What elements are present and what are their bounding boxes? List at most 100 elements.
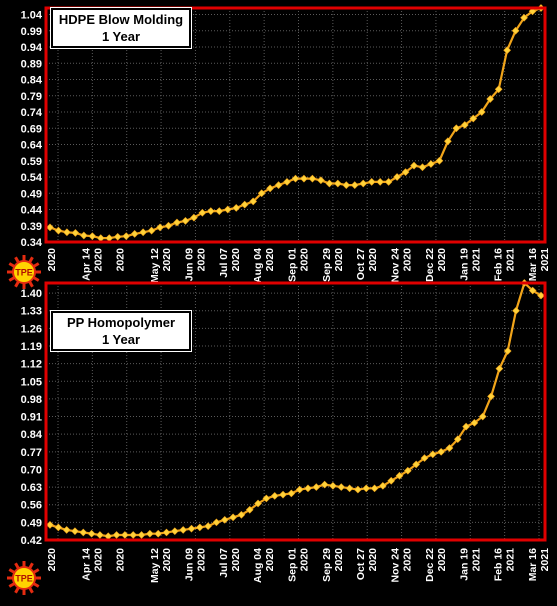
x-tick-label: Oct 27 [355,548,367,580]
y-tick-label: 0.44 [21,205,43,217]
logo-text: TPE [15,268,33,278]
x-tick-label-year: 2021 [539,248,551,272]
data-point [80,231,88,240]
x-tick-label: 2020 [115,548,127,572]
data-point [387,476,396,485]
y-tick-label: 1.33 [21,306,42,318]
data-point [428,450,437,459]
data-point [46,223,54,232]
data-point [503,46,511,55]
data-point [129,531,138,539]
data-point [96,234,105,242]
x-tick-label-year: 2020 [264,248,276,272]
data-point [254,499,262,508]
data-point [435,156,444,165]
data-point [220,516,229,524]
data-point [401,168,410,176]
data-point [204,522,212,530]
data-point [121,531,129,539]
x-tick-label: Sep 01 [287,248,299,282]
data-point [395,471,404,480]
y-tick-label: 0.84 [21,429,43,441]
data-point [308,174,317,183]
x-tick-label-year: 2020 [92,548,104,572]
data-point [477,108,486,116]
data-point [54,523,63,532]
y-tick-label: 0.42 [21,535,42,547]
plot-frame [44,281,547,542]
x-tick-label-year: 2020 [264,548,276,572]
data-point [179,526,187,534]
data-point [245,505,254,514]
data-point [462,422,470,431]
y-tick-label: 0.91 [21,412,42,424]
y-tick-label: 0.56 [21,500,42,512]
y-tick-label: 1.12 [21,359,42,371]
x-tick-label: Sep 29 [321,548,333,582]
data-point [350,181,359,189]
y-tick-label: 0.49 [21,188,42,200]
data-point [291,174,300,183]
x-tick-label-year: 2020 [195,248,207,272]
data-point [71,229,80,237]
x-tick-label: Nov 24 [390,548,402,583]
y-tick-label: 0.63 [21,482,42,494]
data-point [528,286,537,295]
data-point [215,207,224,215]
data-point [147,226,156,235]
x-tick-label: Apr 14 [80,548,92,581]
sun-disc [12,566,36,590]
chart-panel-0: 0.34 0.39 0.44 0.49 0.54 0.59 0.64 0.69 0.74 0.79… [7,4,551,289]
sun-logo-icon: TPE [7,561,41,595]
data-point [270,492,279,500]
data-point [354,485,362,494]
data-point [404,466,412,475]
data-point [71,527,79,536]
x-tick-label-year: 2020 [436,248,448,272]
x-tick-label: Jun 09 [183,548,195,581]
y-tick-label: 0.79 [21,91,42,103]
x-tick-label-year: 2020 [333,248,345,272]
data-point [410,161,418,170]
data-point [495,364,504,373]
x-tick-label: Jun 09 [183,248,195,281]
sun-logo-icon: TPE [7,255,41,289]
data-point [469,114,478,123]
data-point [503,347,512,355]
data-point [444,137,452,146]
plot-frame [44,6,547,244]
y-tick-label: 0.98 [21,394,42,406]
y-tick-label: 0.84 [21,75,43,87]
x-tick-label-year: 2021 [505,248,517,272]
x-tick-label: Dec 22 [424,548,436,582]
data-point [384,178,393,186]
x-tick-label: Sep 29 [321,248,333,282]
logo-text: TPE [15,574,33,584]
y-tick-label: 0.54 [21,172,43,184]
x-tick-label-year: 2020 [367,248,379,272]
data-point [287,489,296,498]
data-point [393,173,401,181]
data-point [266,184,274,193]
data-point [79,528,88,537]
data-point [232,204,241,212]
data-point [418,163,427,172]
x-tick-label: 2020 [46,548,58,572]
data-point [528,7,537,16]
x-tick-label: May 12 [149,248,161,283]
y-tick-label: 1.05 [21,376,42,388]
chart-subtitle-pp: 1 Year [101,332,141,347]
data-point [105,234,114,242]
data-point [229,513,237,522]
x-tick-label-year: 2020 [402,248,414,272]
data-point [249,197,257,206]
data-point [198,208,207,217]
x-tick-label: Feb 16 [493,548,505,581]
x-tick-label: Jul 07 [218,248,230,278]
data-point [262,494,271,503]
data-point [520,13,528,22]
data-point [240,200,249,209]
x-tick-label: 2020 [115,248,127,272]
data-point [379,482,387,490]
data-point [87,529,96,538]
